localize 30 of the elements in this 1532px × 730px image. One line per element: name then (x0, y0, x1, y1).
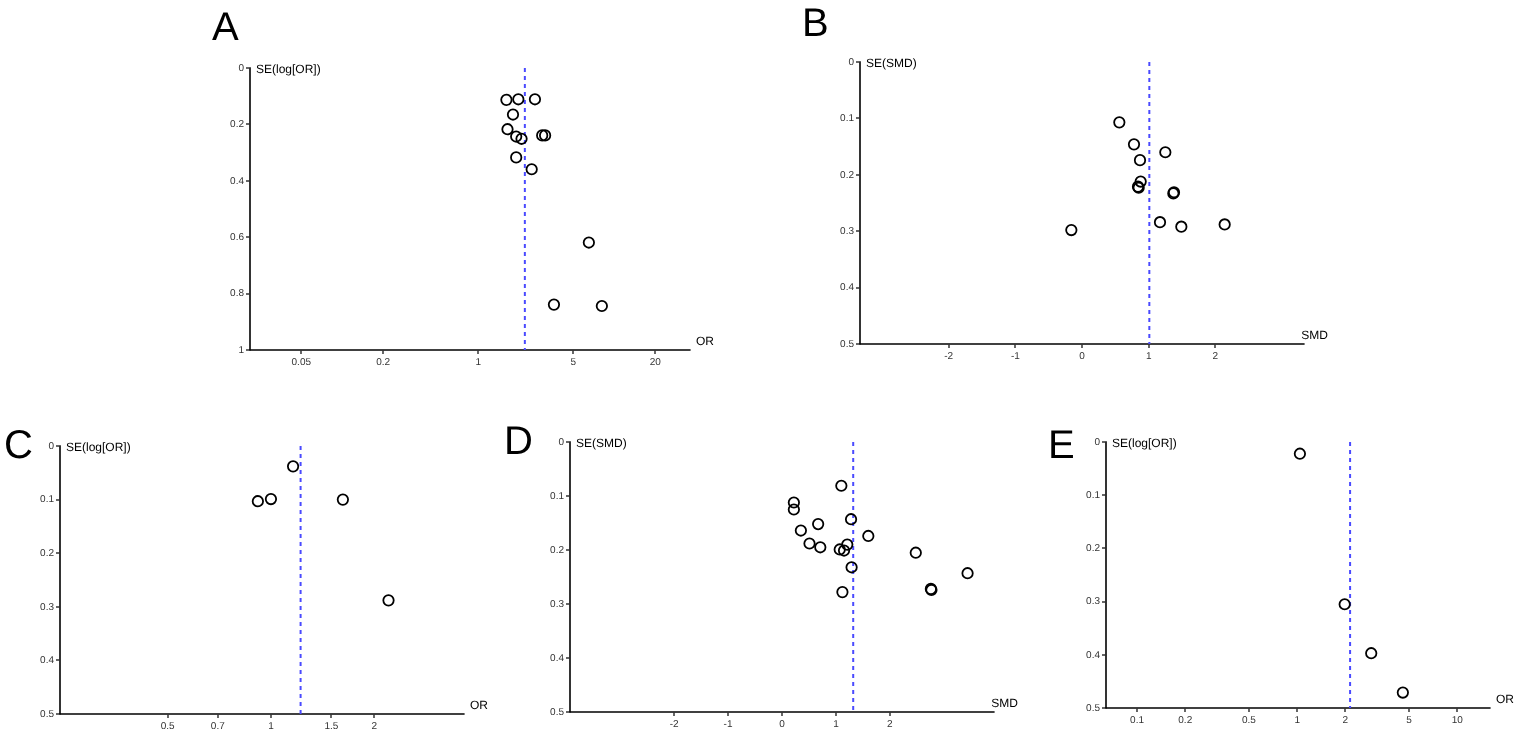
point (835, 479, 848, 492)
point (803, 537, 816, 550)
point (1133, 154, 1147, 167)
chart-title: B (802, 2, 829, 46)
point (1134, 175, 1147, 188)
point (812, 517, 825, 531)
point (836, 586, 849, 599)
chart-title: D (504, 420, 533, 464)
point (814, 541, 827, 554)
point (845, 561, 858, 574)
point (1153, 216, 1167, 229)
chart-title: C (4, 424, 33, 468)
point (1175, 220, 1188, 233)
point (837, 544, 851, 557)
chart-title: A (212, 6, 240, 50)
point (844, 513, 858, 526)
point (909, 546, 922, 559)
point (1218, 218, 1231, 231)
point (794, 524, 807, 537)
point (1127, 138, 1141, 151)
point (841, 538, 854, 551)
point (1065, 223, 1078, 237)
point (1159, 146, 1172, 159)
point (787, 496, 800, 509)
point (787, 503, 800, 516)
point (961, 567, 974, 580)
point (862, 529, 875, 543)
chart-title: E (1048, 424, 1075, 468)
point (833, 543, 846, 556)
point (1113, 116, 1126, 129)
